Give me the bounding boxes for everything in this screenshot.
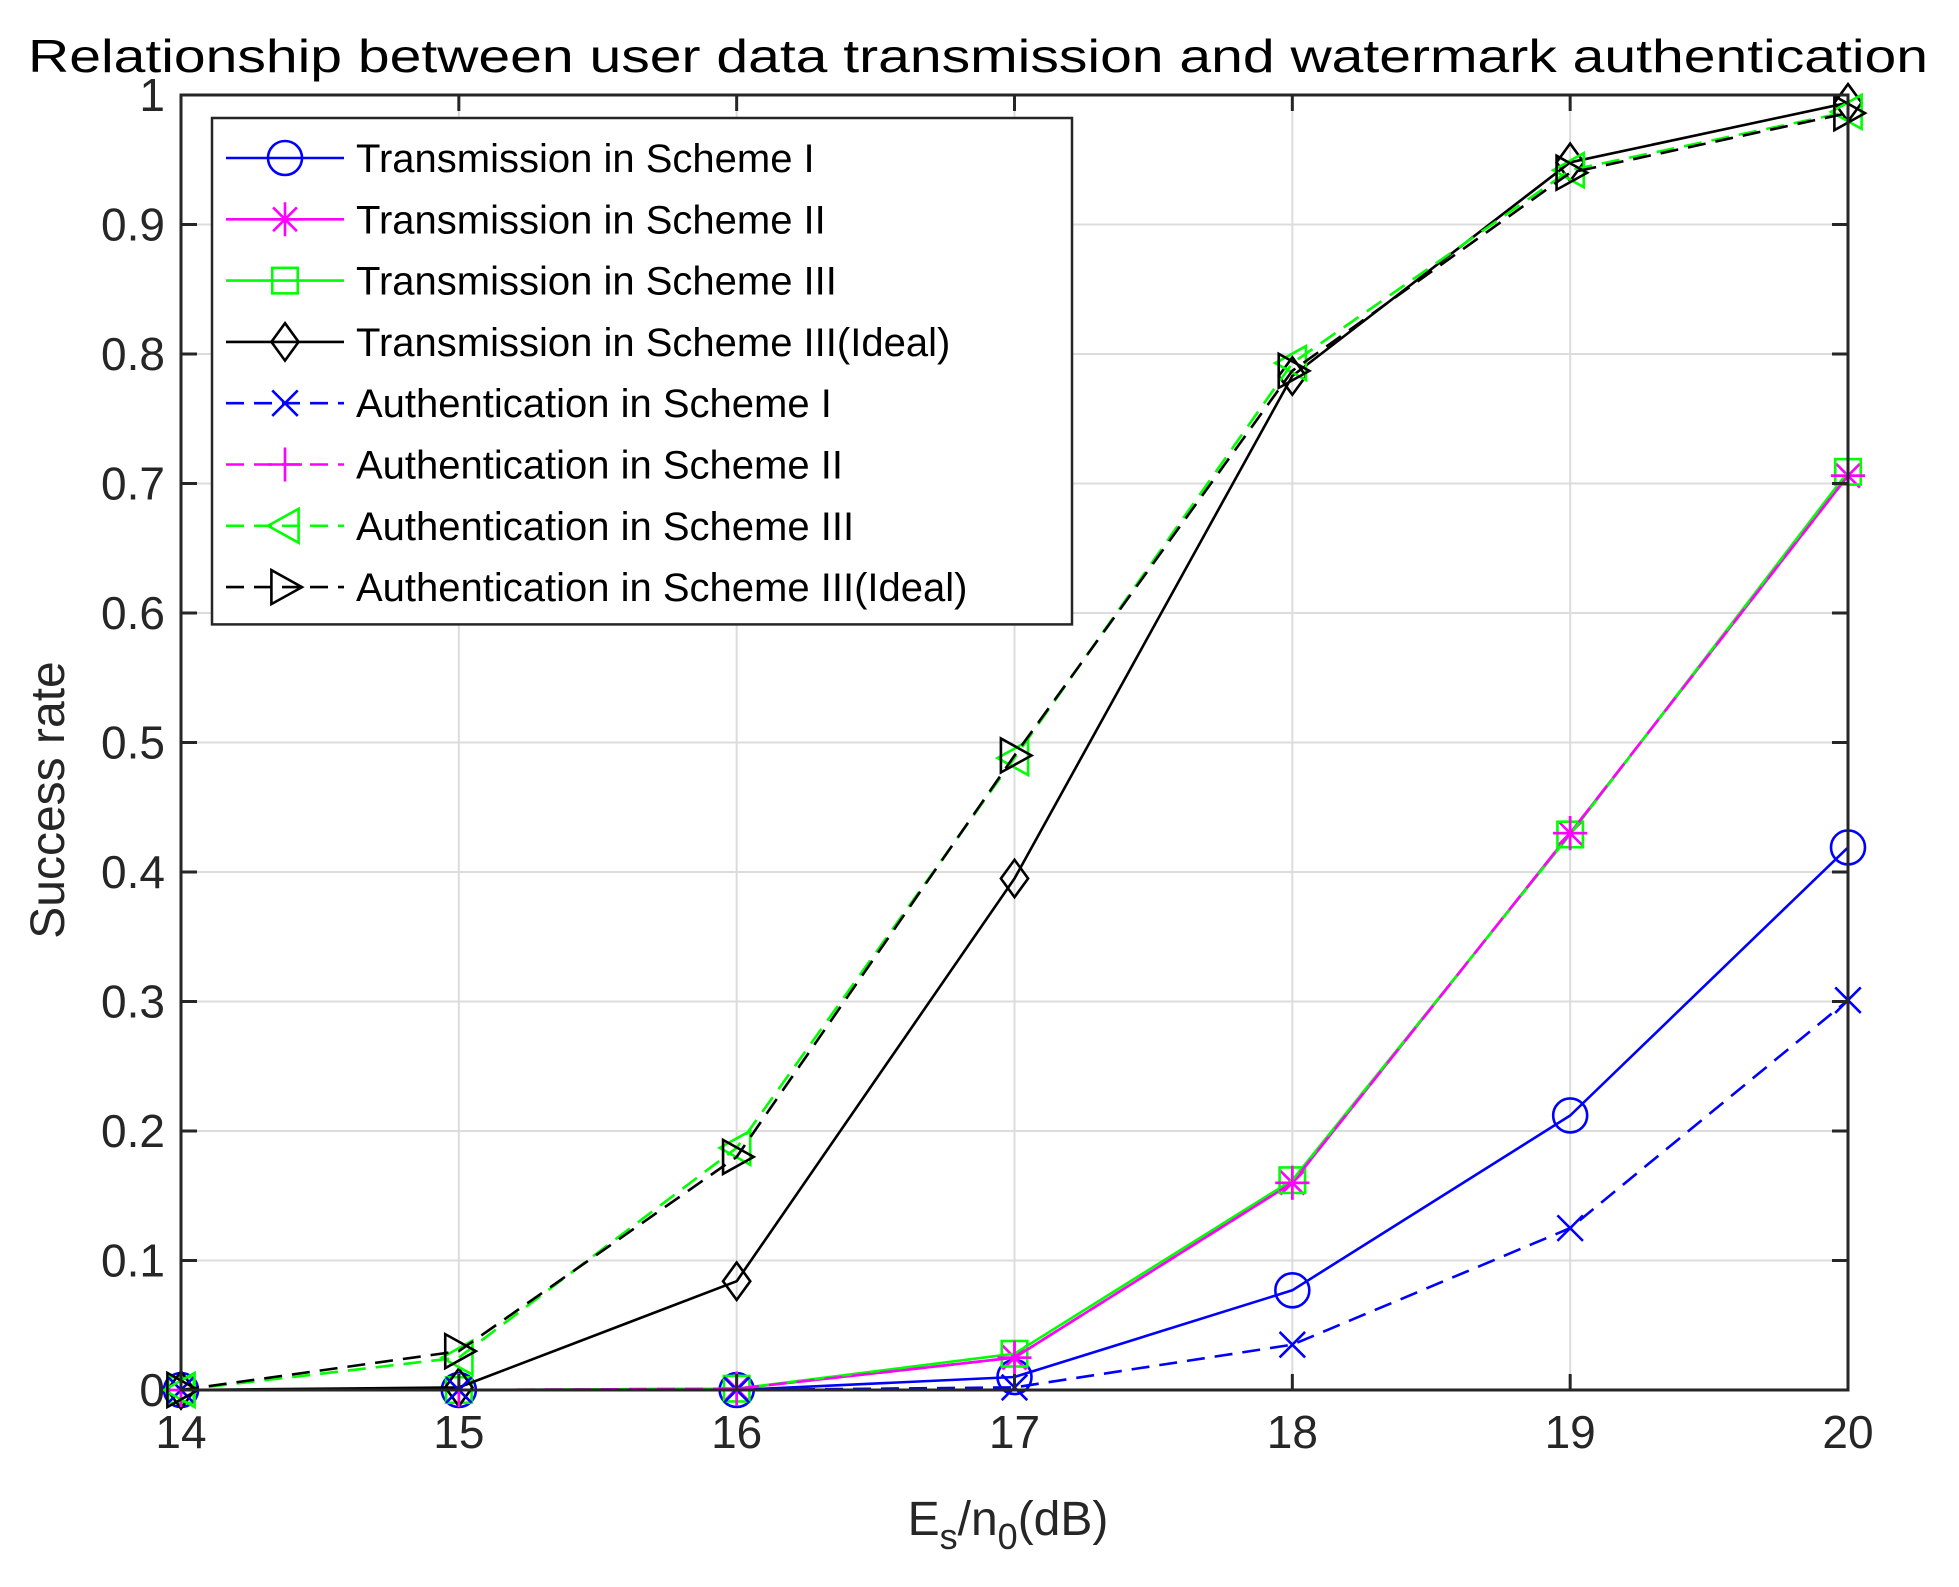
- ticks: 14 15 16 17 18 19 20 0 0.1 0.2 0.3 0.4 0.5 0.6 0.7 0.8 0…: [101, 69, 1874, 1458]
- legend-marker-sample: [268, 447, 302, 482]
- x-tick-label: 19: [1545, 1406, 1596, 1458]
- series-line: [180, 110, 1849, 1392]
- data-point-marker: [1833, 93, 1868, 133]
- legend-entry-label: Transmission in Scheme II: [356, 198, 826, 242]
- data-point-marker: [1275, 1165, 1310, 1200]
- x-tick-label: 20: [1822, 1406, 1873, 1458]
- x-tick-label: 18: [1267, 1406, 1318, 1458]
- x-axis-label: Es/n0(dB): [908, 1493, 1109, 1557]
- data-point-marker: [1553, 816, 1588, 851]
- legend-marker-sample: [271, 389, 299, 417]
- legend-entry-label: Transmission in Scheme I: [356, 137, 815, 181]
- x-tick-label: 17: [989, 1406, 1040, 1458]
- x-axis-label-tail: (dB): [1018, 1493, 1109, 1546]
- y-tick-label: 0.5: [101, 717, 165, 769]
- x-tick-label: 16: [711, 1406, 762, 1458]
- legend-marker-sample: [266, 139, 304, 177]
- data-point-marker: [1274, 1271, 1311, 1309]
- data-point-marker: [165, 1369, 197, 1411]
- data-point-marker: [716, 1128, 752, 1168]
- data-point-marker: [1555, 153, 1590, 192]
- legend-entry-label: Authentication in Scheme I: [356, 382, 832, 426]
- y-tick-label: 0: [139, 1364, 165, 1416]
- x-axis-label-sub1: s: [940, 1516, 958, 1557]
- series-8: [166, 93, 1868, 1410]
- chart-title: Relationship between user data transmiss…: [28, 30, 1928, 82]
- data-point-marker: [439, 1338, 474, 1377]
- y-tick-label: 0.4: [101, 846, 165, 898]
- legend-marker-sample: [265, 506, 300, 546]
- data-point-marker: [1277, 355, 1308, 397]
- y-tick-label: 0.7: [101, 458, 165, 510]
- x-axis-label-sub2: 0: [998, 1516, 1018, 1557]
- data-point-marker: [1551, 1097, 1589, 1134]
- legend-entry-label: Transmission in Scheme III(Ideal): [356, 321, 950, 365]
- legend-marker-sample: [270, 567, 305, 607]
- data-point-marker: [166, 1370, 201, 1410]
- data-point-marker: [721, 1260, 752, 1303]
- x-axis-label-base: E: [908, 1493, 940, 1546]
- y-tick-label: 0.1: [101, 1235, 165, 1287]
- data-point-marker: [443, 1331, 479, 1371]
- legend-entry-label: Authentication in Scheme II: [356, 444, 843, 488]
- data-point-marker: [999, 736, 1035, 775]
- y-axis-label: Success rate: [22, 661, 75, 938]
- y-tick-label: 0.2: [101, 1105, 165, 1157]
- data-point-marker: [999, 857, 1030, 900]
- legend-entry-label: Authentication in Scheme III: [356, 505, 854, 549]
- data-point-marker: [997, 1340, 1032, 1375]
- legend-marker-sample: [269, 320, 301, 363]
- y-tick-label: 0.6: [101, 587, 165, 639]
- y-tick-label: 0.9: [101, 199, 165, 251]
- series-line: [180, 111, 1849, 1392]
- legend-entry-label: Authentication in Scheme III(Ideal): [356, 566, 967, 610]
- data-point-marker: [1277, 351, 1313, 391]
- legend-entry-label: Transmission in Scheme III: [356, 260, 837, 304]
- x-tick-label: 14: [155, 1406, 206, 1458]
- data-point-marker: [721, 1137, 757, 1177]
- data-point-marker: [1278, 1331, 1306, 1359]
- y-tick-label: 0.8: [101, 328, 165, 380]
- legend-marker-sample: [268, 202, 302, 237]
- legend: Transmission in Scheme I Transmission in …: [210, 116, 1074, 626]
- y-tick-label: 1: [139, 69, 165, 121]
- x-axis-label-mid: /n: [958, 1493, 998, 1546]
- legend-box: [210, 116, 1074, 626]
- data-point-marker: [1556, 1214, 1584, 1242]
- y-tick-label: 0.3: [101, 976, 165, 1028]
- x-tick-label: 15: [433, 1406, 484, 1458]
- legend-marker-sample: [270, 266, 300, 295]
